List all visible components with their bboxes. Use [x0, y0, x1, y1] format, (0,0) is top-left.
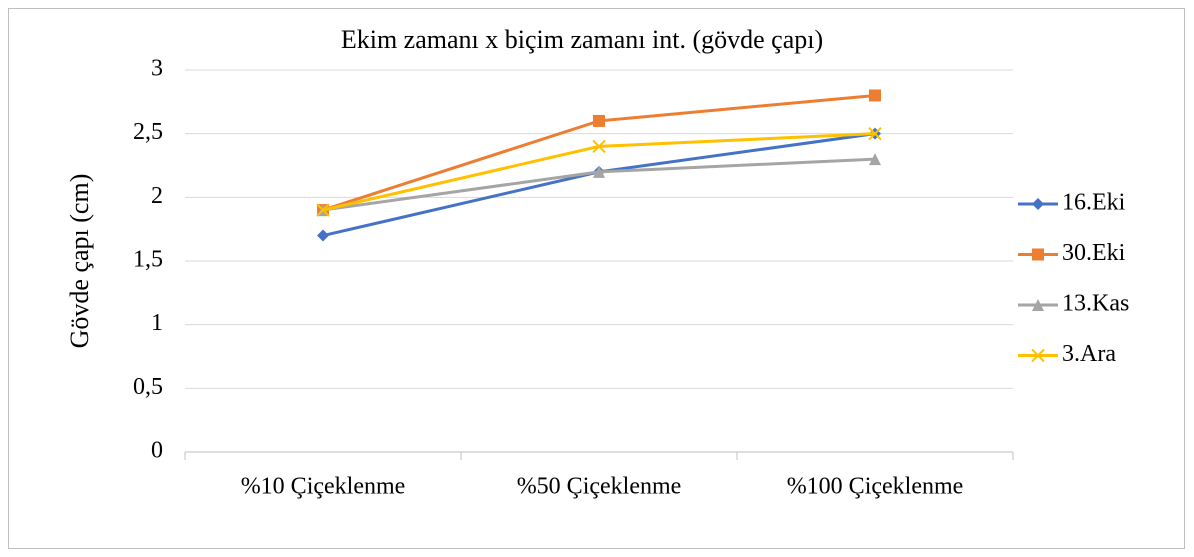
- y-axis-label: Gövde çapı (cm): [65, 174, 94, 349]
- y-tick-label: 0: [151, 438, 163, 464]
- legend-label: 13.Kas: [1062, 291, 1129, 317]
- chart-title: Ekim zamanı x biçim zamanı int. (gövde ç…: [341, 25, 823, 54]
- x-tick-label: %50 Çiçeklenme: [517, 474, 682, 500]
- marker: [869, 89, 881, 102]
- marker: [868, 126, 882, 141]
- marker: [593, 165, 605, 178]
- marker: [1032, 248, 1044, 261]
- marker: [869, 153, 881, 166]
- y-tick-label: 3: [151, 56, 163, 82]
- marker: [1031, 348, 1045, 363]
- y-tick-label: 1,5: [133, 247, 163, 273]
- legend-label: 16.Eki: [1062, 190, 1126, 216]
- x-tick-label: %100 Çiçeklenme: [787, 474, 964, 500]
- marker: [316, 203, 330, 217]
- y-tick-label: 0,5: [133, 374, 163, 400]
- y-tick-label: 2,5: [133, 119, 163, 145]
- chart-border: [8, 8, 1185, 549]
- marker: [1032, 299, 1044, 311]
- marker: [317, 229, 329, 242]
- y-tick-label: 2: [151, 183, 163, 209]
- marker: [593, 114, 605, 127]
- y-tick-label: 1: [151, 310, 163, 336]
- legend-label: 30.Eki: [1062, 240, 1126, 266]
- legend-label: 3.Ara: [1062, 341, 1116, 367]
- marker: [592, 139, 606, 154]
- x-tick-label: %10 Çiçeklenme: [241, 474, 406, 500]
- marker: [1032, 198, 1044, 210]
